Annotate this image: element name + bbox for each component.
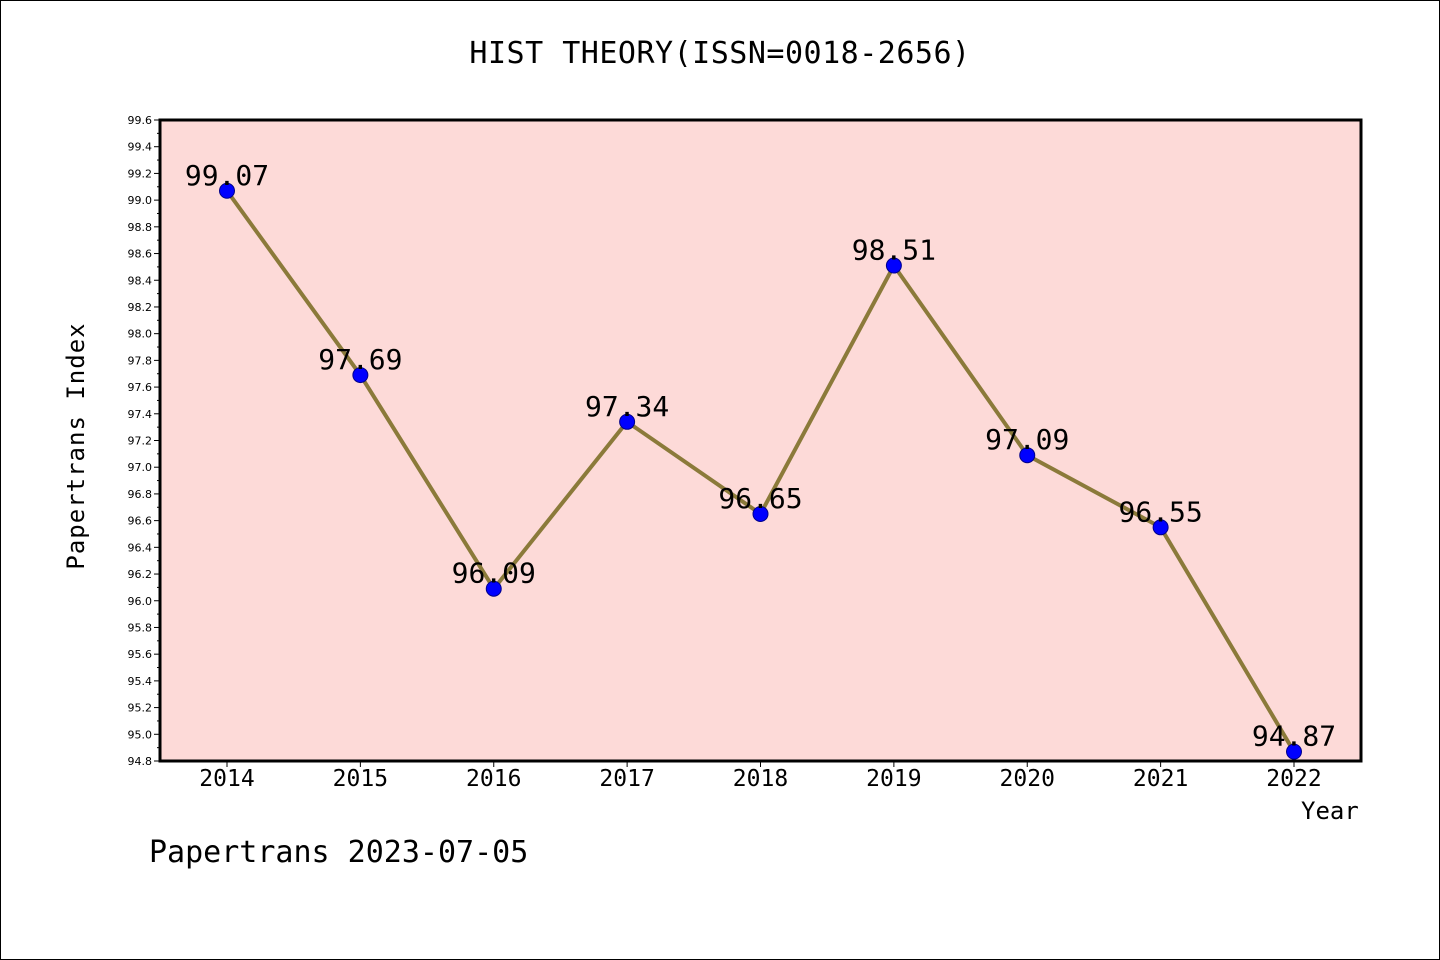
- data-point: [352, 367, 369, 384]
- y-tick-label: 98.8: [128, 221, 153, 234]
- x-tick-label: 2021: [1133, 766, 1188, 792]
- y-tick-label: 97.6: [128, 381, 153, 394]
- y-tick-label: 94.8: [128, 755, 153, 768]
- y-tick-label: 95.0: [128, 728, 153, 741]
- y-tick-label: 99.6: [128, 114, 153, 127]
- x-tick-label: 2015: [333, 766, 388, 792]
- y-tick-label: 96.4: [128, 541, 153, 554]
- x-tick-label: 2017: [599, 766, 654, 792]
- y-tick-label: 98.6: [128, 248, 153, 261]
- data-label: 97.69: [318, 343, 402, 376]
- footer-note: Papertrans 2023-07-05: [149, 835, 529, 870]
- y-tick-label: 95.6: [128, 648, 153, 661]
- data-label: 99.07: [185, 159, 269, 192]
- y-tick-label: 98.2: [128, 301, 153, 314]
- data-point: [619, 413, 636, 430]
- y-tick-label: 99.2: [128, 167, 153, 180]
- y-tick-label: 96.0: [128, 595, 153, 608]
- plot-background: [160, 120, 1361, 761]
- data-point: [885, 257, 902, 274]
- y-tick-label: 97.8: [128, 354, 153, 367]
- y-tick-label: 99.4: [128, 141, 153, 154]
- x-tick-label: 2022: [1266, 766, 1321, 792]
- data-point: [1019, 447, 1036, 464]
- y-tick-label: 97.4: [128, 408, 153, 421]
- data-label: 94.87: [1252, 720, 1336, 753]
- x-tick-label: 2020: [1000, 766, 1055, 792]
- y-tick-label: 98.4: [128, 274, 153, 287]
- y-tick-label: 97.0: [128, 461, 153, 474]
- y-tick-label: 95.4: [128, 675, 153, 688]
- x-tick-label: 2016: [466, 766, 521, 792]
- data-label: 97.34: [585, 390, 669, 423]
- plot-border: [158, 118, 1363, 763]
- y-tick-label: 95.8: [128, 621, 153, 634]
- x-tick-label: 2014: [199, 766, 254, 792]
- data-point: [485, 580, 502, 597]
- data-label: 96.09: [452, 557, 536, 590]
- data-point: [752, 505, 769, 522]
- data-point: [1152, 519, 1169, 536]
- y-tick-label: 96.2: [128, 568, 153, 581]
- data-label: 96.65: [718, 482, 802, 515]
- y-tick-label: 99.0: [128, 194, 153, 207]
- data-label: 97.09: [985, 423, 1069, 456]
- x-tick-label: 2019: [866, 766, 921, 792]
- data-label: 98.51: [852, 234, 936, 267]
- y-tick-label: 96.6: [128, 515, 153, 528]
- x-tick-label: 2018: [733, 766, 788, 792]
- data-point: [219, 182, 235, 199]
- data-point: [1286, 743, 1302, 760]
- x-axis-title: Year: [1301, 797, 1359, 825]
- data-label: 96.55: [1118, 495, 1202, 528]
- y-tick-label: 98.0: [128, 328, 153, 341]
- chart-title: HIST THEORY(ISSN=0018-2656): [469, 36, 971, 71]
- y-tick-label: 95.2: [128, 702, 153, 715]
- y-tick-label: 97.2: [128, 435, 153, 448]
- y-tick-label: 96.8: [128, 488, 153, 501]
